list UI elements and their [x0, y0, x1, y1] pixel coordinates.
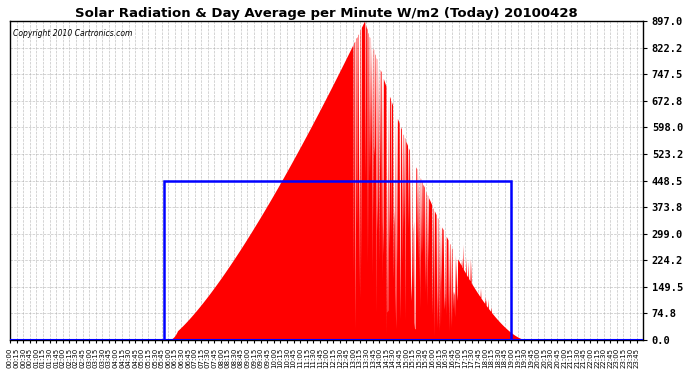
Title: Solar Radiation & Day Average per Minute W/m2 (Today) 20100428: Solar Radiation & Day Average per Minute…: [75, 7, 578, 20]
Text: Copyright 2010 Cartronics.com: Copyright 2010 Cartronics.com: [13, 29, 132, 38]
Bar: [164, 181, 511, 340]
